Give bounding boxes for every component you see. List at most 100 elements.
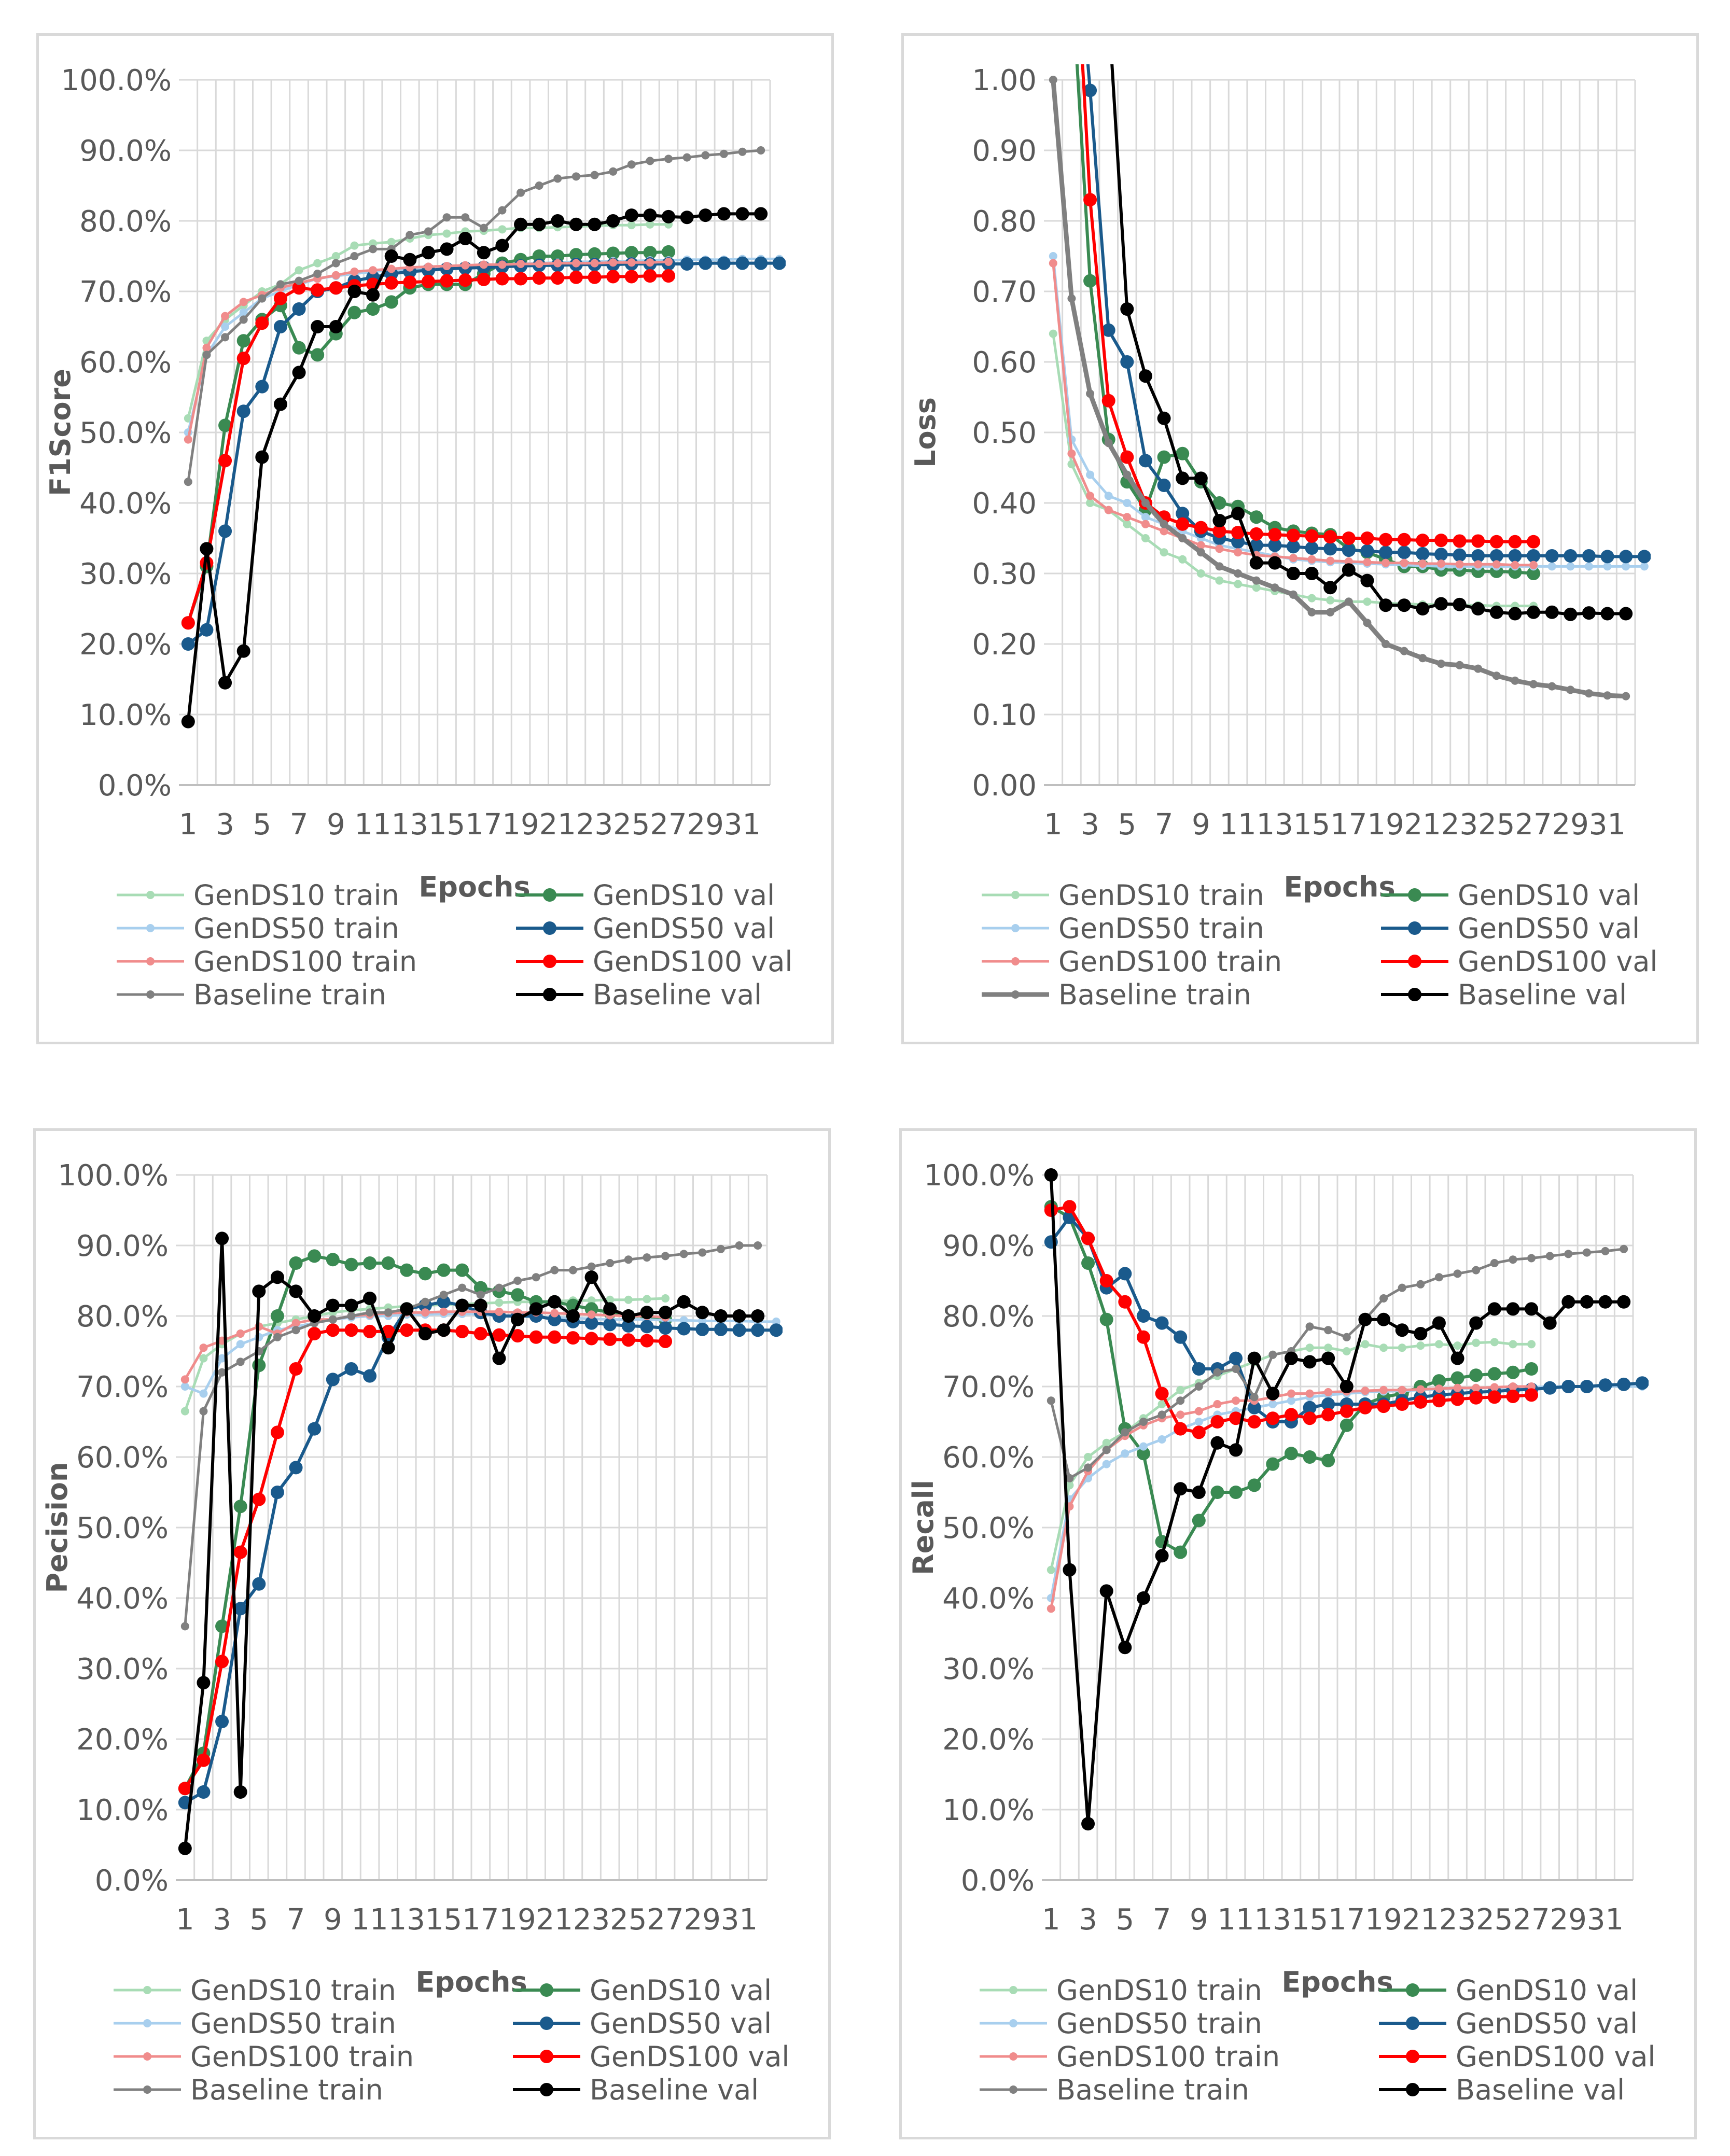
data-point: [1434, 597, 1448, 611]
data-point: [1213, 1400, 1222, 1408]
data-point: [714, 1322, 728, 1336]
legend-label: GenDS50 train: [1056, 2007, 1262, 2040]
data-point: [553, 259, 562, 268]
series-line: [184, 1300, 776, 1804]
legend-item-gends50-train: GenDS50 train: [980, 2007, 1262, 2040]
data-point: [1160, 520, 1168, 528]
series-gends10-val: [1044, 1200, 1539, 1559]
data-point: [1138, 454, 1152, 468]
series-baseline-val: [181, 207, 768, 729]
data-point: [347, 285, 361, 298]
legend-item-gends10-train: GenDS10 train: [117, 879, 399, 912]
data-point: [1416, 1280, 1425, 1289]
data-point: [1360, 573, 1374, 587]
legend-label: Baseline train: [1058, 978, 1251, 1011]
data-point: [1584, 562, 1593, 571]
data-point: [1584, 689, 1593, 698]
data-point: [1210, 1415, 1224, 1429]
data-point: [236, 404, 250, 418]
data-point: [308, 1327, 322, 1340]
data-point: [199, 1343, 208, 1352]
series-line: [1052, 256, 1644, 568]
data-point: [381, 1341, 395, 1355]
data-point: [1081, 1231, 1095, 1245]
x-tick-label: 3: [1079, 1903, 1097, 1937]
data-point: [643, 246, 657, 260]
data-point: [1622, 692, 1630, 701]
data-point: [273, 397, 287, 411]
data-point: [215, 1231, 229, 1245]
data-point: [421, 246, 435, 260]
data-point: [218, 1354, 227, 1363]
data-point: [1196, 548, 1205, 557]
data-point: [270, 1486, 284, 1499]
data-point: [1472, 1338, 1481, 1347]
data-point: [627, 258, 636, 267]
legend-item-gends100-val: GenDS100 val: [516, 945, 792, 978]
legend-item-gends100-val: GenDS100 val: [1381, 945, 1657, 978]
data-point: [1065, 1474, 1074, 1482]
data-point: [1176, 446, 1190, 460]
y-tick-label: 0.90: [972, 134, 1037, 168]
data-point: [1377, 1399, 1391, 1413]
data-point: [1619, 550, 1633, 564]
data-point: [1249, 527, 1263, 541]
x-tick-label: 31: [1587, 1903, 1624, 1937]
y-tick-label: 0.50: [972, 416, 1037, 450]
data-point: [1490, 1338, 1499, 1347]
data-point: [1527, 549, 1541, 563]
data-point: [1120, 450, 1134, 464]
x-tick-label: 11: [1219, 808, 1256, 842]
data-point: [1416, 547, 1430, 561]
legend-item-gends100-train: GenDS100 train: [982, 945, 1282, 978]
legend-item-gends10-val: GenDS10 val: [516, 879, 775, 912]
data-point: [627, 221, 636, 230]
data-point: [1545, 605, 1559, 619]
data-point: [1525, 1302, 1539, 1316]
y-tick-label: 0.40: [972, 487, 1037, 521]
legend-label: Baseline val: [1456, 2074, 1625, 2106]
data-point: [202, 343, 211, 352]
data-point: [1229, 1486, 1243, 1499]
data-point: [679, 1250, 688, 1258]
data-point: [197, 1676, 211, 1690]
y-tick-label: 30.0%: [942, 1653, 1035, 1686]
data-point: [587, 1262, 596, 1271]
data-point: [437, 1263, 451, 1277]
data-point: [1547, 562, 1556, 571]
series-line: [184, 1328, 666, 1789]
data-point: [569, 270, 583, 284]
data-point: [1434, 1384, 1443, 1393]
x-tick-label: 25: [610, 1903, 647, 1937]
data-point: [1083, 274, 1097, 288]
data-point: [1321, 1408, 1335, 1422]
data-point: [291, 1326, 300, 1335]
x-tick-label: 13: [392, 808, 428, 842]
data-point: [627, 160, 636, 169]
y-tick-label: 0.10: [972, 698, 1037, 732]
data-point: [418, 1267, 432, 1281]
x-tick-label: 21: [536, 1903, 573, 1937]
legend-label: GenDS50 train: [1058, 912, 1264, 945]
data-point: [1471, 602, 1485, 615]
data-point: [236, 1340, 245, 1349]
data-point: [1194, 471, 1208, 485]
data-point: [400, 1323, 414, 1337]
data-point: [1118, 1295, 1132, 1309]
y-tick-label: 90.0%: [76, 1229, 169, 1263]
data-point: [387, 264, 396, 273]
data-point: [1266, 1457, 1280, 1471]
data-point: [1284, 1408, 1298, 1422]
legend-marker: [1009, 1986, 1017, 1994]
legend-item-baseline-train: Baseline train: [117, 978, 386, 1011]
data-point: [381, 1256, 395, 1270]
data-point: [571, 172, 580, 181]
data-point: [1234, 548, 1243, 557]
data-point: [331, 259, 340, 268]
x-tick-label: 21: [1402, 1903, 1439, 1937]
x-tick-label: 31: [724, 808, 761, 842]
legend-item-gends50-train: GenDS50 train: [982, 912, 1264, 945]
data-point: [455, 1324, 469, 1338]
x-tick-label: 15: [1291, 1903, 1328, 1937]
plot-area: [178, 1231, 783, 1855]
